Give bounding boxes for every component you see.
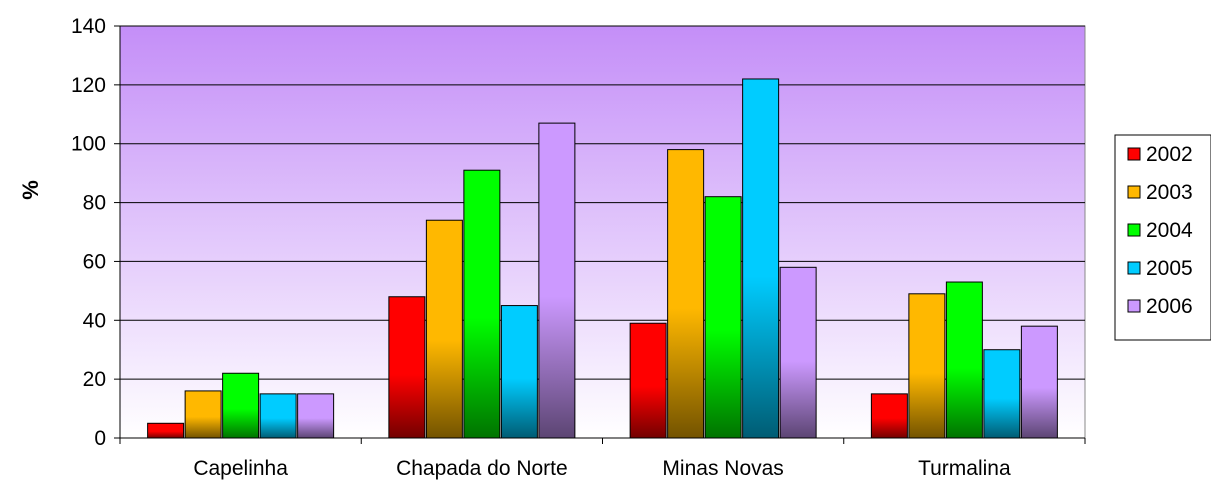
y-tick-label: 120 <box>71 74 106 97</box>
bar-2004-chapada-do-norte <box>463 169 501 439</box>
legend-swatch-2004 <box>1127 223 1141 237</box>
bar-2006-turmalina <box>1020 325 1058 439</box>
legend-label-2005: 2005 <box>1146 257 1193 280</box>
legend-swatch-2005 <box>1127 261 1141 275</box>
bar-2003-minas-novas <box>667 149 705 439</box>
legend-swatch-2003 <box>1127 185 1141 199</box>
bar-2004-turmalina <box>945 281 983 439</box>
bar-2004-minas-novas <box>704 196 742 439</box>
y-tick-label: 80 <box>83 192 106 215</box>
bar-2004-capelinha <box>222 372 260 439</box>
y-tick-label: 40 <box>83 309 106 332</box>
x-tick-label: Minas Novas <box>662 457 783 480</box>
bar-2002-chapada-do-norte <box>388 296 426 439</box>
legend-swatch-2002 <box>1127 147 1141 161</box>
y-tick-label: 100 <box>71 133 106 156</box>
y-axis-label: % <box>18 180 43 200</box>
legend-label-2002: 2002 <box>1146 143 1193 166</box>
x-tick-label: Chapada do Norte <box>396 457 568 480</box>
axes <box>114 25 1086 444</box>
bar-2003-chapada-do-norte <box>425 219 463 439</box>
bar-2005-capelinha <box>259 393 297 439</box>
y-tick-label: 20 <box>83 368 106 391</box>
legend-label-2003: 2003 <box>1146 181 1193 204</box>
bar-2006-minas-novas <box>779 266 817 439</box>
legend: 2002 2003 2004 2005 2006 <box>1114 134 1211 341</box>
bar-2006-chapada-do-norte <box>538 122 576 439</box>
y-tick-labels: 0 20 40 60 80 100 120 140 <box>71 15 106 450</box>
y-tick-label: 60 <box>83 250 106 273</box>
bar-2002-capelinha <box>147 422 185 439</box>
legend-label-2004: 2004 <box>1146 219 1193 242</box>
bar-2003-turmalina <box>908 293 946 439</box>
bar-2003-capelinha <box>184 390 222 439</box>
y-tick-label: 140 <box>71 15 106 38</box>
bar-2002-turmalina <box>870 393 908 439</box>
bar-2005-minas-novas <box>742 78 780 439</box>
x-tick-label: Turmalina <box>918 457 1011 480</box>
bar-2002-minas-novas <box>629 322 667 439</box>
legend-swatch-2006 <box>1127 299 1141 313</box>
x-tick-label: Capelinha <box>193 457 288 480</box>
bars <box>147 78 1058 439</box>
y-tick-label: 0 <box>94 427 106 450</box>
x-tick-labels: Capelinha Chapada do Norte Minas Novas Turm… <box>193 457 1011 480</box>
bar-2005-chapada-do-norte <box>500 305 538 439</box>
bar-2005-turmalina <box>983 349 1021 439</box>
legend-label-2006: 2006 <box>1146 295 1193 318</box>
bar-2006-capelinha <box>297 393 335 439</box>
